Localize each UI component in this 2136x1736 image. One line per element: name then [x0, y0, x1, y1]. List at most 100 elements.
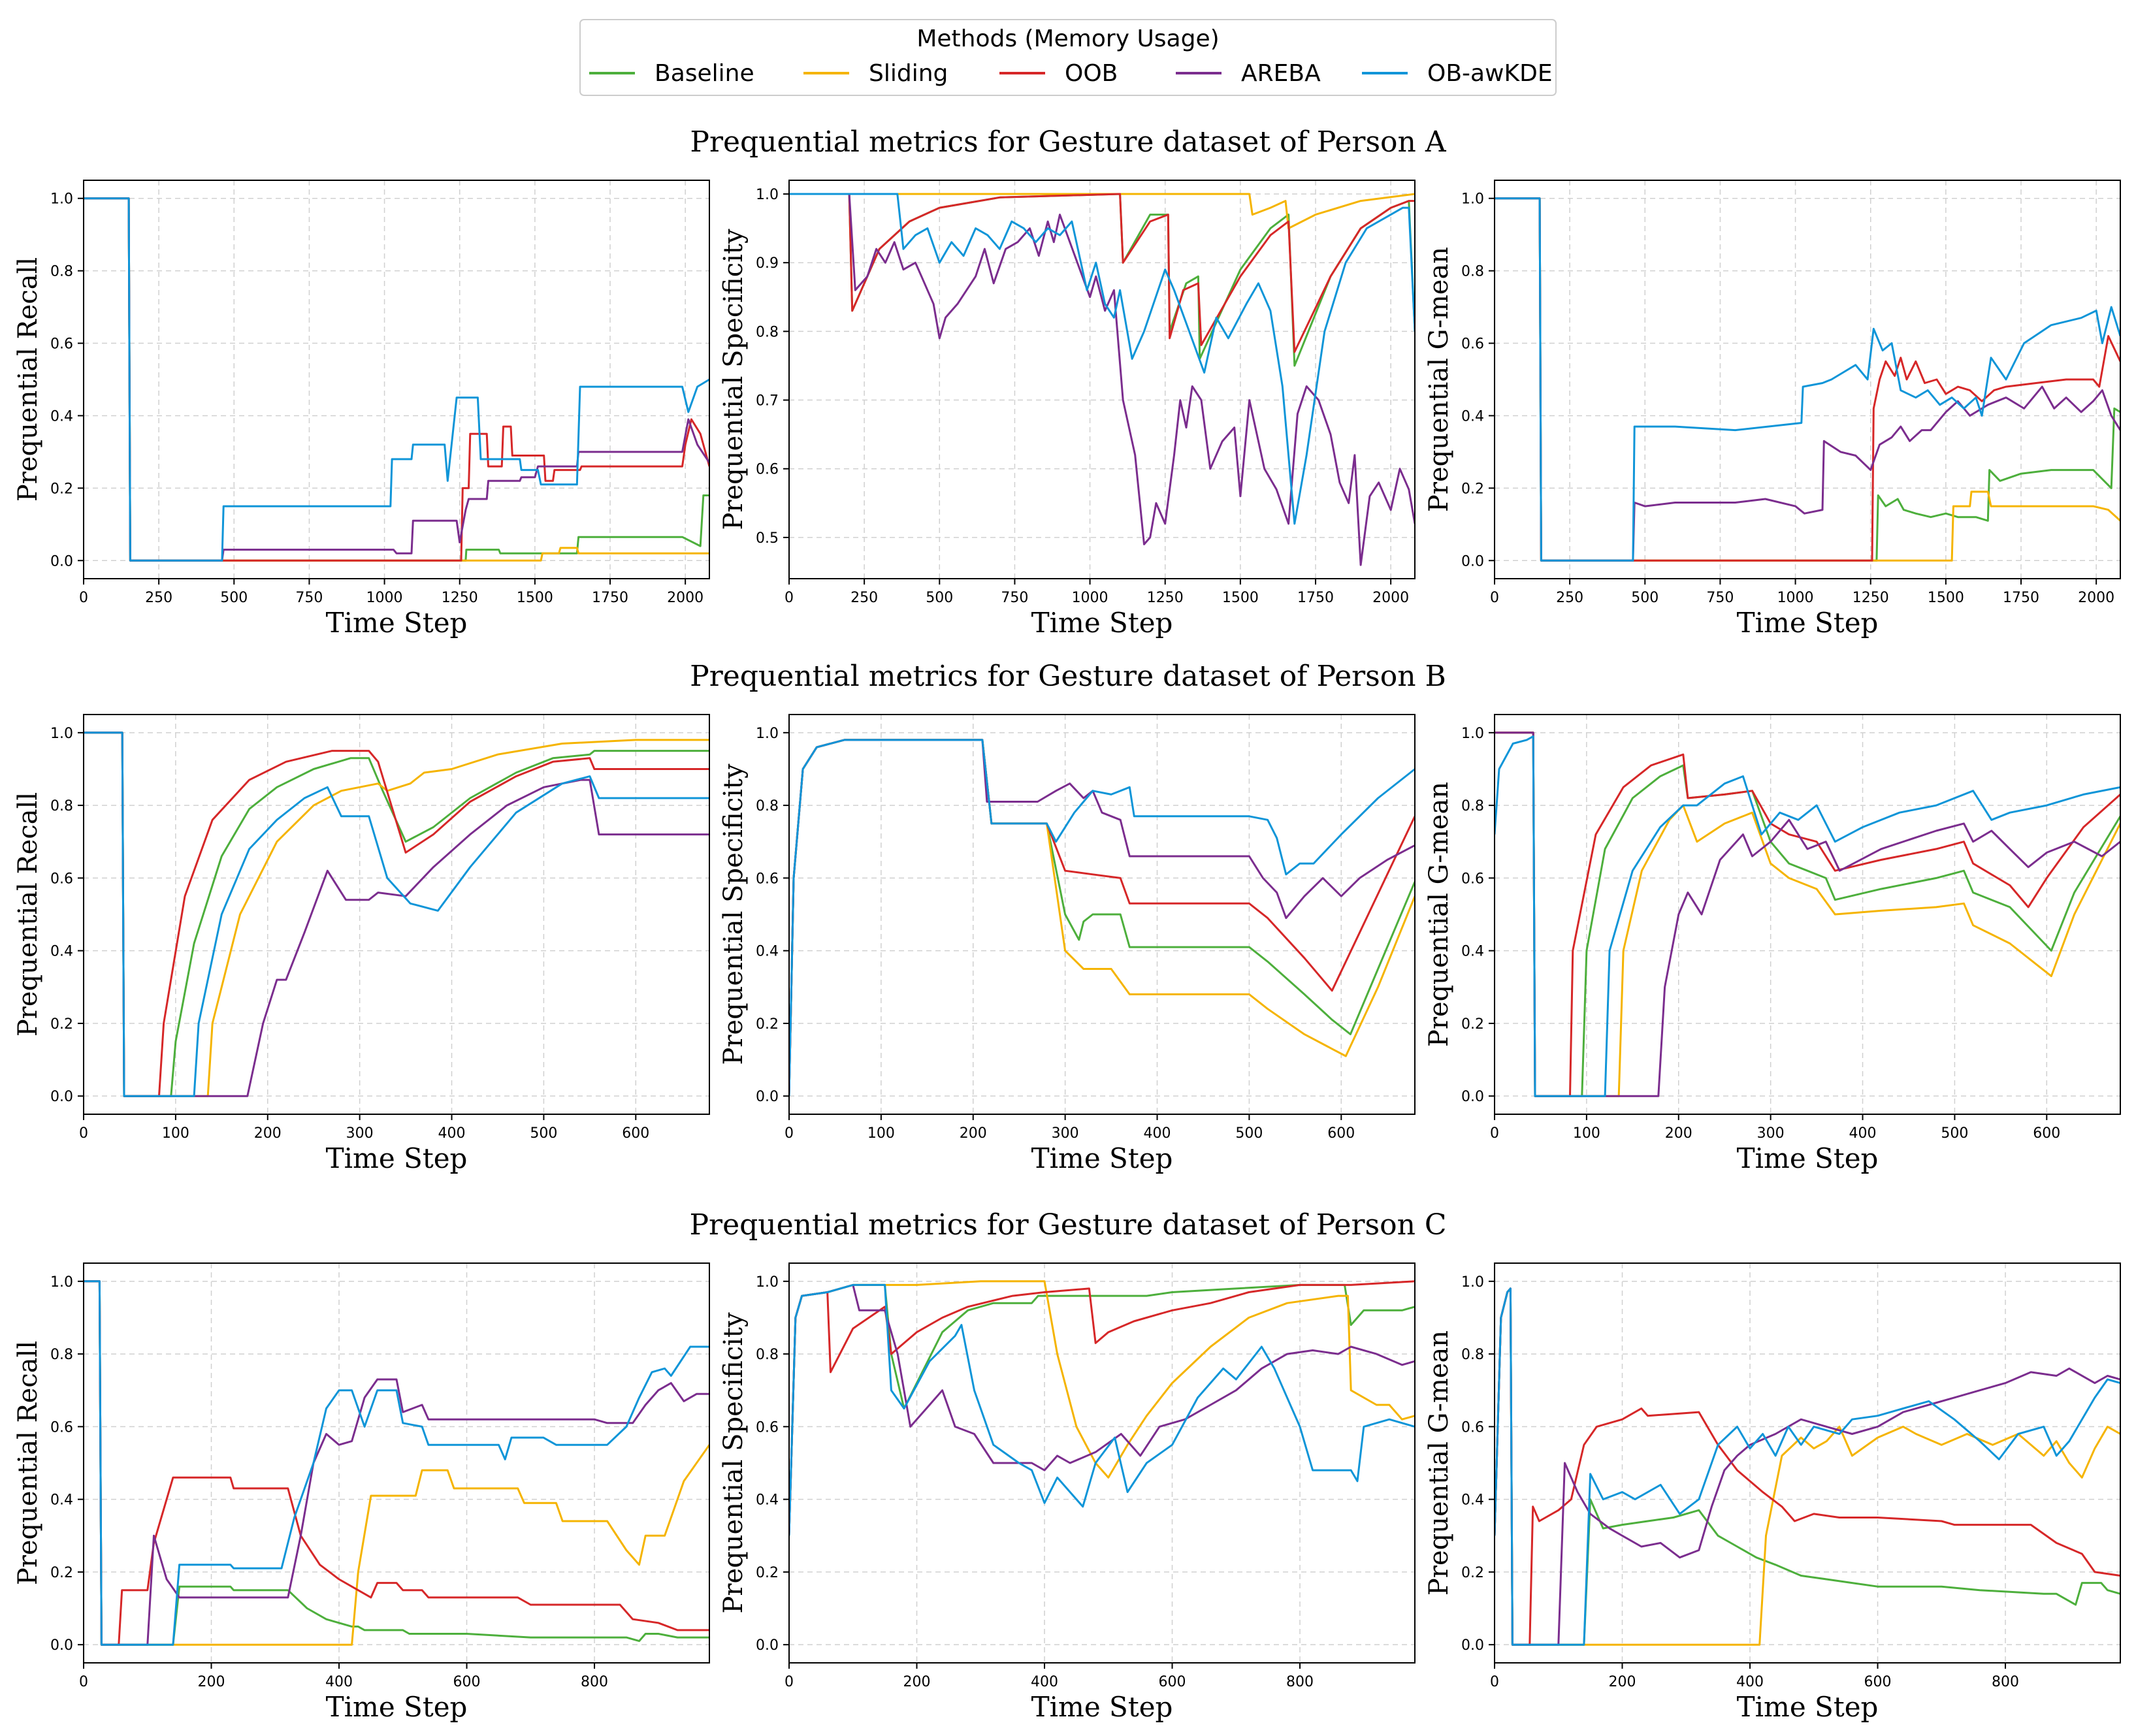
y-tick-label: 0.8	[50, 1347, 73, 1363]
series-line-ob-awkde	[84, 197, 709, 562]
subplot-r2-c2: 0 200 400 600 800 0.0 0.2 0.4 0.6 0.8 1.0 Time Step…	[1424, 1262, 2121, 1723]
y-tick-label: 0.8	[50, 264, 73, 280]
x-tick-label: 800	[1992, 1674, 2019, 1690]
x-axis-label: Time Step	[1737, 1142, 1879, 1174]
subplot-r0-c1: 0 250 500 750 1000 1250 1500 1750 2000 0.5 0.6 0.7 0…	[719, 180, 1416, 639]
y-tick-label: 0.2	[1461, 1565, 1484, 1581]
x-tick-label: 400	[325, 1674, 353, 1690]
series-line-areba	[84, 1280, 709, 1646]
subplots: 0 250 500 750 1000 1250 1500 1750 20000.00.20.40…	[13, 180, 2121, 1723]
axes-frame	[1494, 180, 2121, 579]
x-tick-label: 200	[1665, 1125, 1692, 1142]
x-tick-label: 1500	[517, 590, 553, 606]
x-tick-label: 0	[79, 590, 88, 606]
y-tick-label: 1.0	[1461, 191, 1484, 208]
y-axis-label: Prequential G-mean	[1424, 247, 1454, 512]
row-title-person-a: Prequential metrics for Gesture dataset …	[690, 125, 1446, 159]
y-axis-label: Prequential Recall	[13, 792, 43, 1037]
y-tick-label: 0.0	[1461, 553, 1484, 570]
x-tick-label: 0	[1490, 1674, 1499, 1690]
axes-frame	[788, 180, 1416, 579]
legend-entry-oob: OOB	[999, 60, 1118, 87]
legend-label: Sliding	[869, 60, 948, 87]
x-tick-label: 400	[1144, 1125, 1171, 1142]
x-tick-label: 200	[960, 1125, 987, 1142]
y-tick-label: 0.7	[756, 393, 779, 410]
y-tick-label: 0.4	[1461, 944, 1484, 960]
x-tick-label: 200	[198, 1674, 225, 1690]
axes-frame	[788, 714, 1416, 1115]
x-tick-label: 2000	[2078, 590, 2114, 606]
y-tick-label: 0.4	[50, 944, 73, 960]
legend-label: OB-awKDE	[1427, 60, 1553, 87]
x-tick-label: 600	[1327, 1125, 1355, 1142]
y-tick-label: 0.2	[50, 1565, 73, 1581]
x-tick-label: 750	[295, 590, 323, 606]
x-tick-label: 0	[1490, 590, 1499, 606]
x-tick-label: 750	[1001, 590, 1028, 606]
axes-frame	[83, 180, 710, 579]
x-tick-label: 1500	[1222, 590, 1259, 606]
legend-box	[579, 19, 1557, 96]
axes-frame	[83, 1262, 710, 1664]
series-line-oob	[1495, 197, 2120, 562]
x-tick-label: 400	[1736, 1674, 1764, 1690]
y-tick-label: 0.8	[50, 798, 73, 814]
y-tick-label: 0.0	[50, 1089, 73, 1105]
y-tick-label: 0.0	[50, 553, 73, 570]
y-tick-label: 0.4	[1461, 408, 1484, 425]
y-tick-label: 0.6	[50, 1419, 73, 1436]
y-tick-label: 0.8	[1461, 264, 1484, 280]
y-axis-label: Prequential Specificity	[719, 1312, 749, 1614]
x-axis-label: Time Step	[1031, 607, 1173, 639]
x-tick-label: 1750	[592, 590, 628, 606]
series-line-ob-awkde	[84, 1280, 709, 1646]
y-tick-label: 0.8	[1461, 798, 1484, 814]
subplot-r2-c1: 0 200 400 600 800 0.0 0.2 0.4 0.6 0.8 1.0 Time Step…	[719, 1262, 1416, 1723]
y-tick-label: 0.6	[50, 871, 73, 887]
series-line-sliding	[789, 193, 1415, 230]
x-tick-label: 300	[346, 1125, 374, 1142]
y-tick-label: 0.6	[1461, 1419, 1484, 1436]
legend-entry-baseline: Baseline	[589, 60, 754, 87]
y-tick-label: 0.4	[50, 408, 73, 425]
x-tick-label: 500	[1235, 1125, 1263, 1142]
y-tick-label: 1.0	[50, 191, 73, 208]
legend: Methods (Memory Usage) Baseline Sliding OO…	[579, 19, 1557, 96]
y-tick-label: 0.8	[756, 324, 779, 340]
y-tick-label: 0.2	[756, 1565, 779, 1581]
series-line-ob-awkde	[1495, 735, 2120, 1097]
x-tick-label: 0	[79, 1125, 88, 1142]
y-tick-label: 0.6	[756, 871, 779, 887]
y-axis-label: Prequential G-mean	[1424, 782, 1454, 1047]
series-line-ob-awkde	[84, 731, 709, 1097]
x-tick-label: 600	[453, 1674, 481, 1690]
x-tick-label: 300	[1052, 1125, 1079, 1142]
series-line-oob	[84, 731, 709, 1097]
x-axis-label: Time Step	[1737, 607, 1879, 639]
y-tick-label: 0.5	[756, 530, 779, 547]
x-tick-label: 0	[785, 1125, 794, 1142]
x-tick-label: 800	[1286, 1674, 1314, 1690]
y-tick-label: 1.0	[1461, 726, 1484, 742]
x-tick-label: 600	[622, 1125, 649, 1142]
x-tick-label: 2000	[667, 590, 704, 606]
y-tick-label: 0.2	[756, 1016, 779, 1033]
y-tick-label: 0.4	[1461, 1492, 1484, 1509]
y-tick-label: 1.0	[50, 726, 73, 742]
x-tick-label: 500	[530, 1125, 557, 1142]
y-tick-label: 0.0	[1461, 1637, 1484, 1654]
x-tick-label: 100	[867, 1125, 895, 1142]
y-axis-label: Prequential Specificity	[719, 764, 749, 1065]
series-line-oob	[84, 1280, 709, 1646]
x-axis-label: Time Step	[326, 607, 468, 639]
subplot-r0-c2: 0 250 500 750 1000 1250 1500 1750 2000 0.0 0.2 0.4 0…	[1424, 180, 2121, 639]
y-tick-label: 0.0	[756, 1089, 779, 1105]
x-tick-label: 600	[1159, 1674, 1186, 1690]
y-tick-label: 0.2	[50, 1016, 73, 1033]
y-tick-label: 0.8	[1461, 1347, 1484, 1363]
x-tick-label: 500	[220, 590, 248, 606]
y-tick-label: 0.6	[756, 462, 779, 478]
legend-label: Baseline	[655, 60, 754, 87]
